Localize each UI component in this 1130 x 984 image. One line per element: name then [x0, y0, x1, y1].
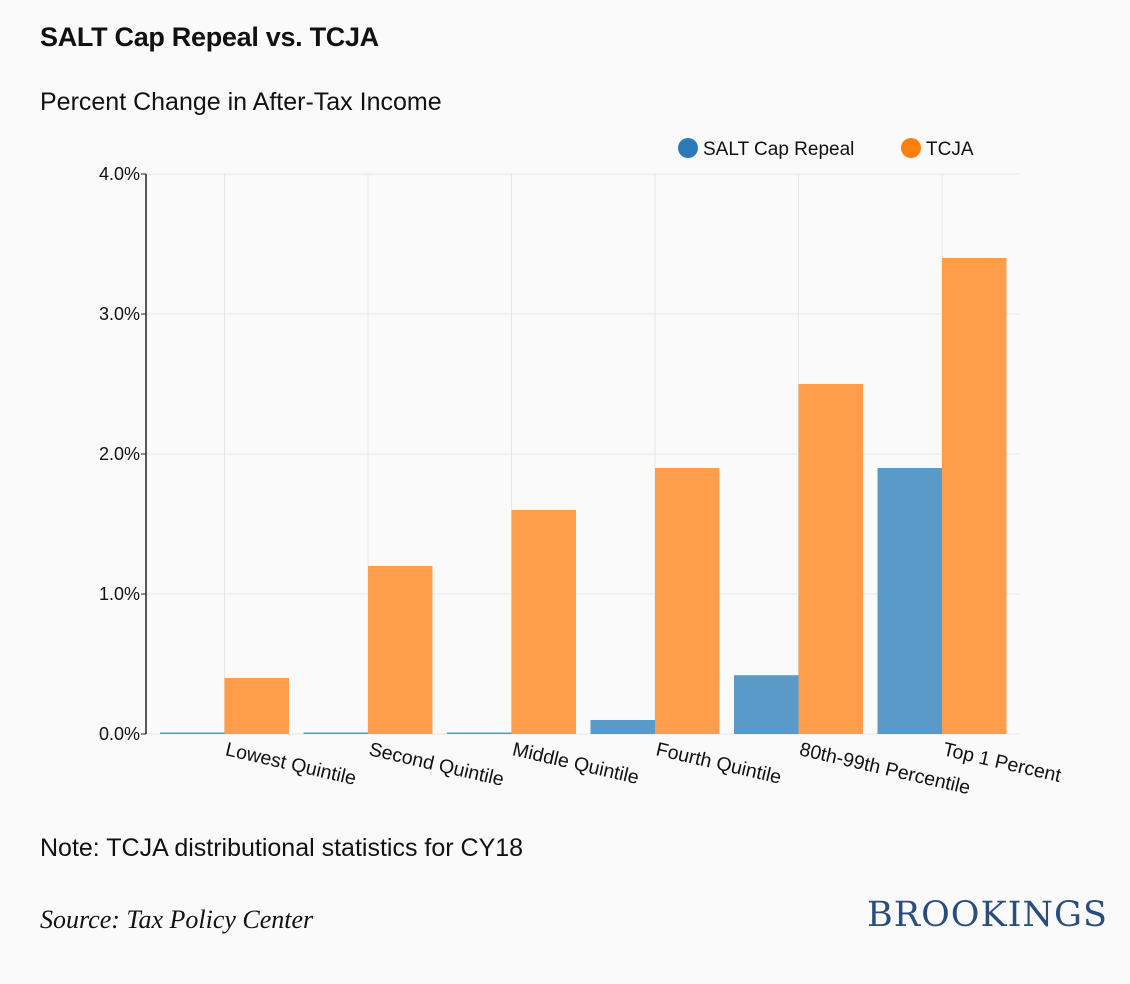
bar-layer	[160, 258, 1007, 734]
legend-label: SALT Cap Repeal	[703, 139, 854, 160]
tcja-bar-5[interactable]	[798, 384, 864, 734]
legend-label: TCJA	[926, 139, 974, 160]
salt-bar-2[interactable]	[303, 732, 369, 735]
chart-source: Source: Tax Policy Center	[40, 905, 314, 934]
legend-swatch	[901, 138, 921, 158]
x-tick-label: Second Quintile	[367, 738, 506, 790]
y-tick-label: 2.0%	[99, 444, 140, 464]
tcja-bar-3[interactable]	[511, 510, 577, 734]
y-tick-label: 3.0%	[99, 304, 140, 324]
y-tick-label: 1.0%	[99, 584, 140, 604]
legend-swatch	[678, 138, 698, 158]
x-tick-label: Middle Quintile	[510, 738, 641, 788]
y-tick-label: 4.0%	[99, 164, 140, 184]
brookings-logo: BROOKINGS	[867, 895, 1108, 935]
salt-bar-4[interactable]	[590, 720, 656, 734]
x-tick-label: Fourth Quintile	[654, 738, 784, 788]
chart-title: SALT Cap Repeal vs. TCJA	[40, 22, 379, 52]
salt-bar-6[interactable]	[877, 468, 943, 734]
salt-bar-1[interactable]	[160, 732, 225, 735]
chart-area: 0.0% 1.0% 2.0% 3.0% 4.0% Lowest Quintile Secon…	[0, 125, 1130, 825]
chart-note: Note: TCJA distributional statistics for…	[40, 834, 524, 862]
legend: SALT Cap Repeal TCJA	[678, 138, 974, 160]
tcja-bar-2[interactable]	[368, 566, 433, 734]
x-tick-label: Lowest Quintile	[223, 738, 358, 789]
tcja-bar-4[interactable]	[655, 468, 720, 734]
salt-bar-3[interactable]	[447, 732, 512, 735]
bar-chart: 0.0% 1.0% 2.0% 3.0% 4.0% Lowest Quintile Secon…	[99, 138, 1064, 799]
salt-bar-5[interactable]	[734, 675, 799, 734]
chart-subtitle: Percent Change in After-Tax Income	[40, 88, 442, 116]
tcja-bar-6[interactable]	[942, 258, 1007, 734]
tcja-bar-1[interactable]	[224, 678, 290, 734]
y-tick-label: 0.0%	[99, 724, 140, 744]
